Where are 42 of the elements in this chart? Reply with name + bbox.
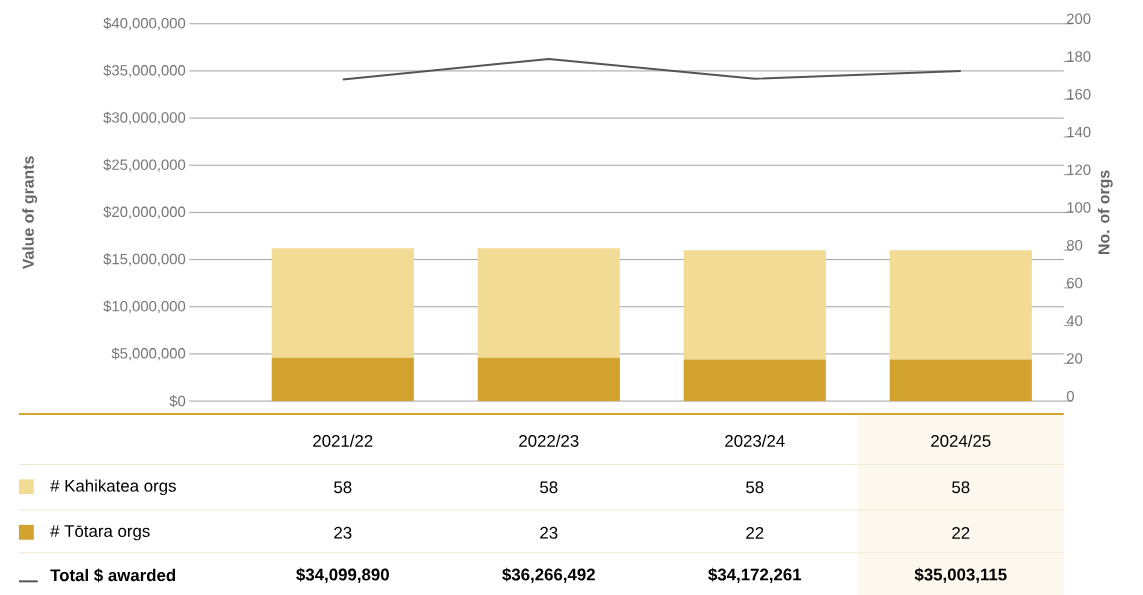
y-tick-label: $35,000,000 <box>103 64 186 78</box>
data-label: 22 <box>952 526 970 539</box>
y2-axis-title: No. of orgs <box>1097 170 1113 254</box>
data-label: 23 <box>334 526 352 539</box>
y2-tick-label: 60 <box>1067 277 1083 289</box>
y2-tick-label: 160 <box>1067 88 1091 100</box>
y2-tick-label: 180 <box>1067 51 1091 62</box>
legend-label: # Tōtara orgs <box>50 525 150 541</box>
line-series <box>341 57 962 81</box>
y-tick-label: $0 <box>169 394 186 407</box>
data-label: 58 <box>952 481 970 494</box>
data-label: $34,099,890 <box>296 567 389 583</box>
legend-label: # Kahikatea orgs <box>50 479 176 496</box>
y2-tick-label: 20 <box>1067 353 1083 364</box>
data-label: 22 <box>746 526 764 539</box>
y-tick-label: $15,000,000 <box>103 253 186 266</box>
y2-tick-label: 120 <box>1067 164 1091 175</box>
x-tick-label: 2024/25 <box>931 434 991 447</box>
y2-tick-label: 140 <box>1067 126 1091 138</box>
data-label: $35,003,115 <box>914 567 1007 583</box>
y2-tick-label: 40 <box>1066 315 1083 326</box>
y-tick-label: $10,000,000 <box>103 300 186 314</box>
y-tick-label: $40,000,000 <box>103 17 186 31</box>
data-label: 23 <box>540 526 558 539</box>
y2-tick-label: 100 <box>1067 202 1091 213</box>
data-label: 58 <box>746 481 764 494</box>
data-label: $34,172,261 <box>708 567 802 583</box>
x-tick-label: 2021/22 <box>313 434 373 447</box>
data-label: $36,266,492 <box>502 567 595 583</box>
y2-tick-label: 200 <box>1067 13 1091 24</box>
y-tick-label: $25,000,000 <box>103 158 186 172</box>
y-axis-title: Value of grants <box>22 156 38 270</box>
legend-label: Total $ awarded <box>50 568 176 583</box>
data-label: 58 <box>334 481 352 494</box>
y-tick-label: $30,000,000 <box>103 111 186 125</box>
y-tick-label: $20,000,000 <box>103 205 186 219</box>
data-label: 58 <box>540 481 558 494</box>
y-tick-label: $5,000,000 <box>111 347 186 361</box>
x-tick-label: 2022/23 <box>519 434 579 447</box>
x-tick-label: 2023/24 <box>725 434 785 447</box>
y2-tick-label: 80 <box>1066 239 1083 251</box>
y2-tick-label: 0 <box>1066 390 1074 402</box>
